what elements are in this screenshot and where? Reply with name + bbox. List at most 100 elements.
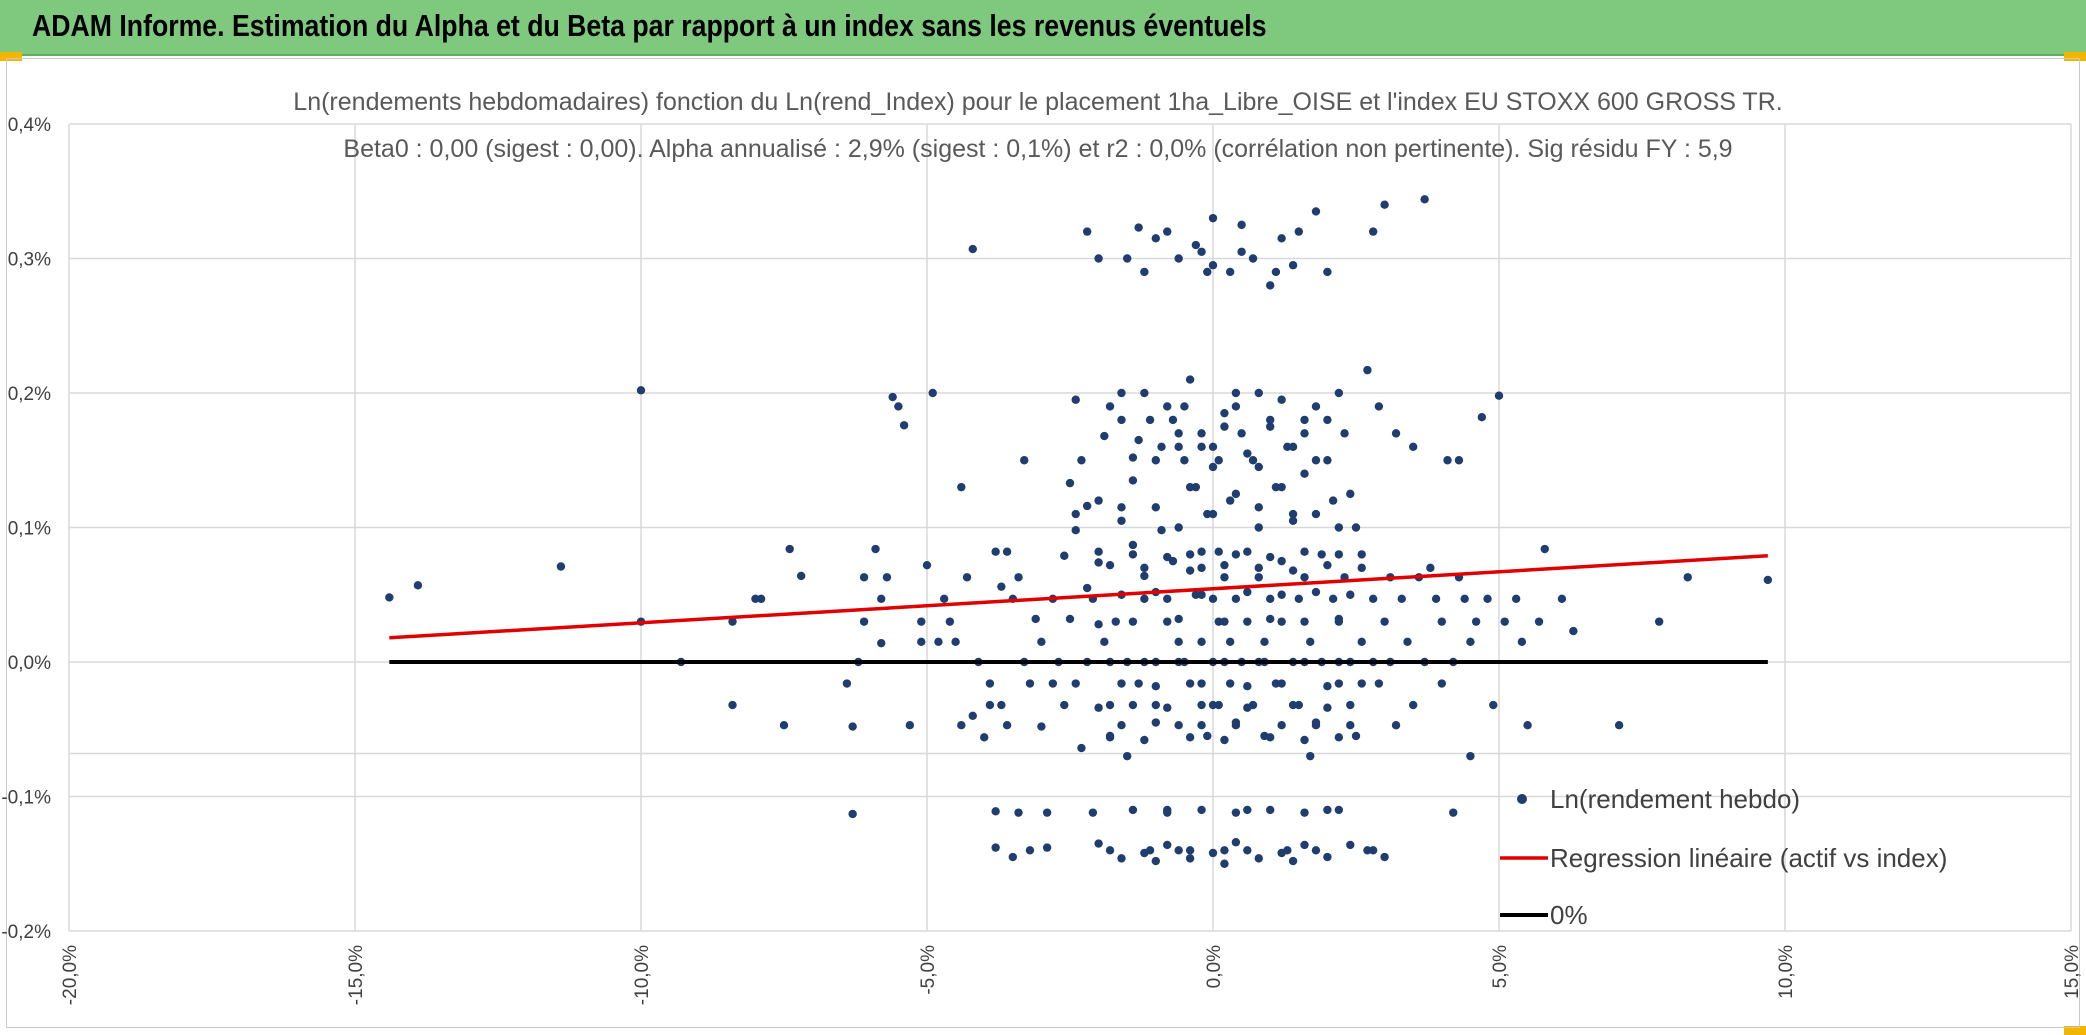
scatter-point xyxy=(1323,805,1332,815)
scatter-point xyxy=(1334,614,1344,624)
scatter-point xyxy=(1208,700,1218,710)
scatter-point xyxy=(1151,503,1161,512)
scatter-point xyxy=(1014,808,1023,817)
scatter-point xyxy=(1266,594,1275,603)
scatter-point xyxy=(728,617,737,626)
scatter-point xyxy=(1140,571,1149,581)
scatter-point xyxy=(905,721,915,730)
scatter-point xyxy=(1123,254,1132,263)
scatter-point xyxy=(1037,722,1046,731)
scatter-point xyxy=(1277,848,1286,858)
scatter-point xyxy=(1243,703,1252,712)
scatter-point xyxy=(1254,573,1263,582)
scatter-point xyxy=(1334,550,1344,559)
scatter-point xyxy=(1294,227,1304,236)
scatter-point xyxy=(939,594,949,603)
scatter-point xyxy=(1277,590,1286,599)
scatter-point xyxy=(1323,560,1332,570)
scatter-point xyxy=(1128,476,1138,485)
x-tick-label: -15,0% xyxy=(346,945,367,1005)
scatter-point xyxy=(1128,617,1138,626)
scatter-point xyxy=(1323,415,1332,425)
scatter-point xyxy=(922,560,932,570)
scatter-point xyxy=(1002,721,1012,730)
scatter-point xyxy=(1071,679,1080,688)
scatter-point xyxy=(1117,516,1126,525)
scatter-point xyxy=(1025,846,1035,855)
scatter-point xyxy=(1300,573,1309,582)
scatter-point xyxy=(728,700,737,710)
scatter-point xyxy=(1237,429,1246,438)
scatter-point xyxy=(1380,617,1389,626)
scatter-point xyxy=(1328,594,1338,603)
scatter-point xyxy=(997,700,1006,710)
scatter-point xyxy=(882,573,892,582)
scatter-point xyxy=(1197,637,1206,647)
scatter-point xyxy=(1197,805,1206,815)
scatter-point xyxy=(1243,449,1252,458)
scatter-point xyxy=(1151,682,1161,691)
scatter-point xyxy=(1243,587,1252,597)
scatter-point xyxy=(1449,808,1458,817)
scatter-point xyxy=(1357,563,1366,573)
scatter-point xyxy=(1323,703,1332,712)
scatter-point xyxy=(1185,854,1195,863)
scatter-point xyxy=(1117,721,1126,730)
scatter-point xyxy=(1071,395,1080,404)
scatter-point xyxy=(1351,523,1361,532)
scatter-point xyxy=(1288,700,1298,710)
scatter-point xyxy=(1117,854,1126,863)
scatter-point xyxy=(842,679,852,688)
scatter-point xyxy=(1220,735,1229,745)
scatter-point xyxy=(1134,679,1143,688)
scatter-point xyxy=(1391,721,1401,730)
scatter-point xyxy=(1151,456,1161,465)
scatter-point xyxy=(1180,402,1189,411)
scatter-point xyxy=(1483,594,1492,603)
scatter-point xyxy=(951,637,960,647)
x-tick-label: 0,0% xyxy=(1204,945,1225,988)
scatter-point xyxy=(1346,489,1355,499)
scatter-point xyxy=(1351,731,1361,741)
scatter-point xyxy=(1008,852,1017,862)
scatter-point xyxy=(1243,617,1252,626)
scatter-point xyxy=(1311,402,1321,411)
scatter-point xyxy=(1163,594,1172,603)
scatter-point xyxy=(1306,637,1315,647)
scatter-point xyxy=(1105,846,1115,855)
scatter-point xyxy=(1243,682,1252,691)
scatter-point xyxy=(1334,388,1344,398)
scatter-point xyxy=(1220,422,1229,431)
scatter-point xyxy=(888,392,897,402)
scatter-point xyxy=(1288,566,1298,575)
scatter-point xyxy=(1220,617,1229,626)
scatter-point xyxy=(1094,547,1103,556)
scatter-point xyxy=(1346,700,1355,710)
scatter-point xyxy=(1300,469,1309,478)
scatter-point xyxy=(848,809,857,819)
y-tick-label: 0,0% xyxy=(8,653,51,674)
scatter-point xyxy=(1163,840,1172,850)
scatter-point xyxy=(1025,679,1035,688)
scatter-point xyxy=(1071,509,1080,519)
scatter-point xyxy=(1145,415,1155,425)
scatter-point xyxy=(1128,453,1138,462)
scatter-point xyxy=(1123,751,1132,761)
scatter-point xyxy=(1082,227,1092,236)
scatter-point xyxy=(1311,456,1321,465)
scatter-point xyxy=(796,571,806,581)
scatter-point xyxy=(1409,700,1418,710)
scatter-point xyxy=(1082,501,1092,511)
scatter-point xyxy=(1163,617,1172,626)
scatter-point xyxy=(1231,594,1241,603)
scatter-point xyxy=(917,617,926,626)
scatter-point xyxy=(1654,617,1664,626)
scatter-point xyxy=(1185,482,1195,492)
scatter-point xyxy=(1174,523,1183,532)
scatter-point xyxy=(1208,848,1218,858)
scatter-point xyxy=(1117,415,1126,425)
chart-title-line1: Ln(rendements hebdomadaires) fonction du… xyxy=(293,88,1782,116)
scatter-point xyxy=(1100,637,1109,647)
scatter-point xyxy=(1260,637,1269,647)
scatter-point xyxy=(1311,587,1321,597)
